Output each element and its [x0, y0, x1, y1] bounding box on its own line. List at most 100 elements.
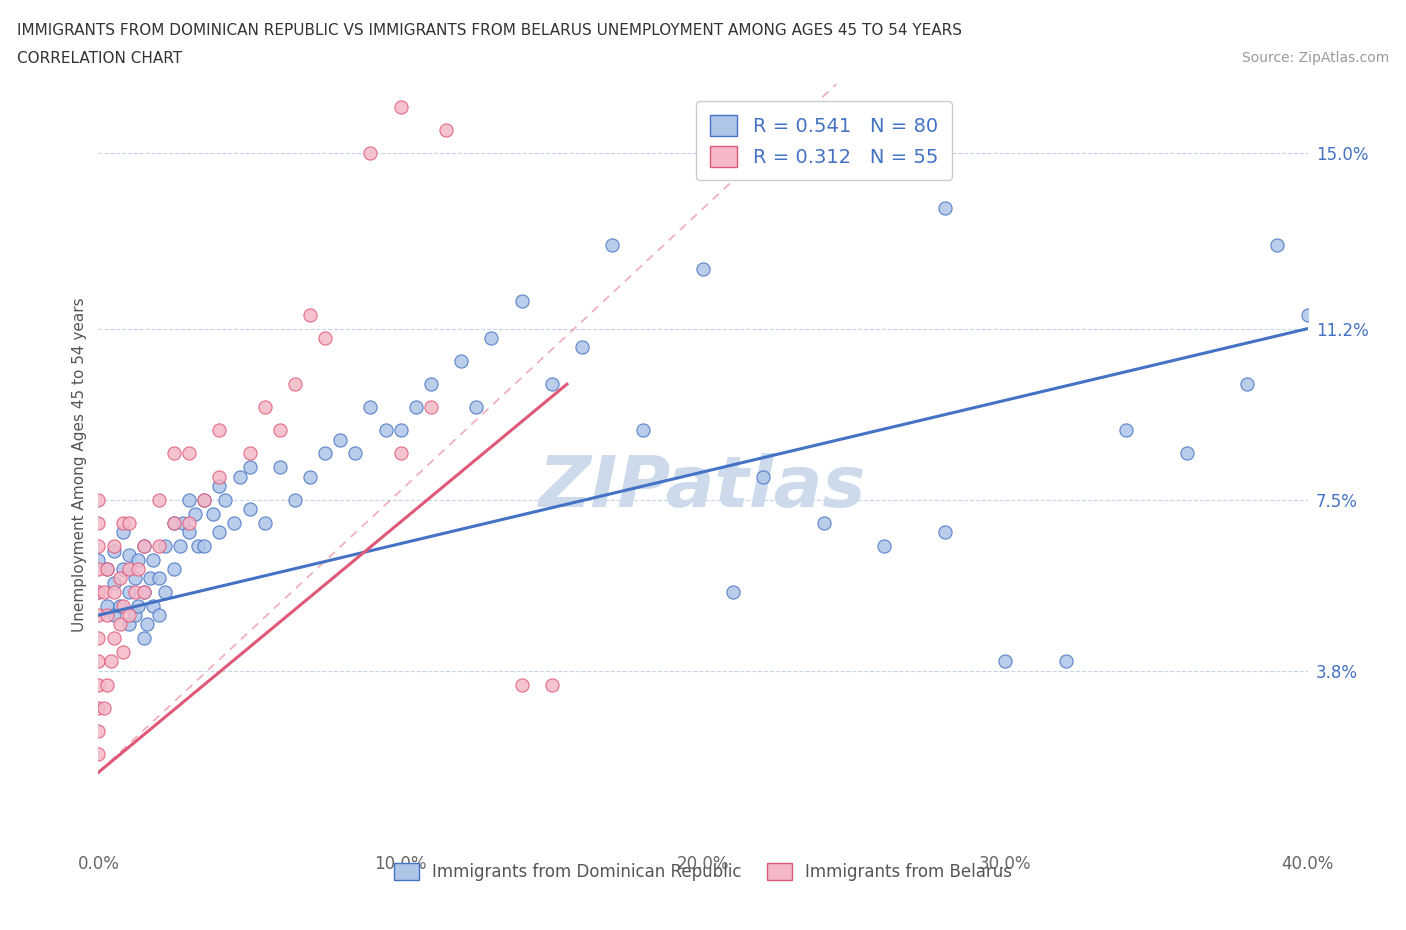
Point [208, 423, 231, 438]
Point [118, 515, 141, 530]
Point [93, 700, 115, 715]
Point [269, 459, 291, 474]
Point [127, 552, 149, 567]
Point [87, 515, 110, 530]
Point [389, 423, 412, 438]
Point [813, 515, 835, 530]
Point [723, 585, 745, 600]
Point [420, 400, 443, 415]
Point [193, 492, 215, 507]
Point [111, 525, 134, 539]
Point [934, 201, 956, 216]
Point [132, 631, 155, 645]
Point [692, 261, 714, 276]
Point [103, 585, 125, 600]
Point [314, 330, 336, 345]
Point [239, 459, 262, 474]
Point [179, 492, 201, 507]
Point [87, 585, 110, 600]
Point [163, 562, 186, 577]
Point [87, 492, 110, 507]
Point [127, 562, 149, 577]
Point [224, 515, 246, 530]
Point [103, 576, 125, 591]
Point [1054, 654, 1077, 669]
Point [124, 608, 146, 623]
Point [405, 400, 427, 415]
Point [1267, 238, 1289, 253]
Point [163, 446, 186, 461]
Point [142, 599, 165, 614]
Point [163, 515, 186, 530]
Point [163, 515, 186, 530]
Point [96, 599, 118, 614]
Point [172, 515, 194, 530]
Point [239, 446, 262, 461]
Point [124, 585, 146, 600]
Point [142, 552, 165, 567]
Point [208, 478, 231, 493]
Point [253, 515, 276, 530]
Point [118, 548, 141, 563]
Point [103, 631, 125, 645]
Point [111, 515, 134, 530]
Point [450, 353, 472, 368]
Point [96, 562, 118, 577]
Point [132, 538, 155, 553]
Legend: Immigrants from Dominican Republic, Immigrants from Belarus: Immigrants from Dominican Republic, Immi… [384, 853, 1022, 891]
Point [87, 538, 110, 553]
Text: Source: ZipAtlas.com: Source: ZipAtlas.com [1241, 51, 1389, 65]
Point [87, 724, 110, 738]
Point [103, 608, 125, 623]
Point [187, 538, 209, 553]
Point [132, 585, 155, 600]
Point [420, 377, 443, 392]
Point [510, 677, 533, 692]
Point [1175, 446, 1198, 461]
Point [108, 617, 131, 631]
Point [111, 599, 134, 614]
Point [374, 423, 396, 438]
Point [135, 617, 157, 631]
Point [108, 599, 131, 614]
Point [229, 469, 252, 484]
Point [103, 543, 125, 558]
Point [208, 525, 231, 539]
Point [179, 515, 201, 530]
Y-axis label: Unemployment Among Ages 45 to 54 years: Unemployment Among Ages 45 to 54 years [72, 298, 87, 632]
Point [253, 400, 276, 415]
Point [284, 492, 307, 507]
Point [1236, 377, 1258, 392]
Point [631, 423, 654, 438]
Point [873, 538, 896, 553]
Point [360, 400, 382, 415]
Point [314, 446, 336, 461]
Point [87, 700, 110, 715]
Point [108, 571, 131, 586]
Point [139, 571, 162, 586]
Point [87, 552, 110, 567]
Point [994, 654, 1017, 669]
Point [571, 339, 593, 354]
Point [389, 446, 412, 461]
Point [87, 631, 110, 645]
Point [193, 538, 215, 553]
Point [179, 446, 201, 461]
Text: ZIPatlas: ZIPatlas [540, 454, 866, 523]
Point [148, 571, 170, 586]
Point [111, 562, 134, 577]
Point [87, 562, 110, 577]
Point [153, 538, 176, 553]
Point [329, 432, 352, 447]
Point [269, 423, 291, 438]
Point [934, 525, 956, 539]
Point [87, 585, 110, 600]
Text: CORRELATION CHART: CORRELATION CHART [17, 51, 181, 66]
Point [239, 501, 262, 516]
Point [96, 608, 118, 623]
Point [103, 538, 125, 553]
Point [540, 677, 562, 692]
Point [96, 562, 118, 577]
Point [540, 377, 562, 392]
Point [87, 608, 110, 623]
